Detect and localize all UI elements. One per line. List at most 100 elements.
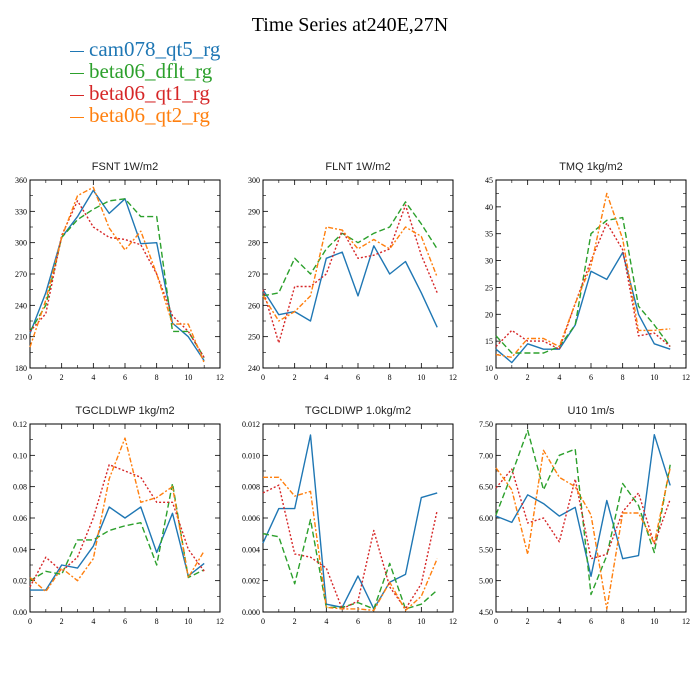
panel-1-title: FSNT 1W/m2	[92, 161, 158, 173]
legend-item-3: beta06_qt1_rg	[70, 82, 330, 104]
legend-item-1: cam078_qt5_rg	[70, 38, 330, 60]
panel-5-xtick-label: 8	[388, 617, 392, 626]
panel-1-xtick-label: 0	[28, 373, 32, 382]
panel-4-series-3	[29, 464, 205, 588]
panel-5-ytick-label: 0.008	[242, 483, 260, 492]
legend-item-4: beta06_qt2_rg	[70, 104, 330, 126]
panel-2-ytick-label: 270	[248, 270, 260, 279]
panel-3-xtick-label: 8	[621, 373, 625, 382]
legend-swatch-3	[70, 94, 84, 96]
panel-5-ytick-label: 0.004	[242, 545, 260, 554]
panel-5-xtick-label: 2	[293, 617, 297, 626]
panel-6-ytick-label: 7.00	[479, 451, 493, 460]
panel-4-ytick-label: 0.12	[13, 420, 27, 429]
panel-1-xtick-label: 4	[91, 373, 95, 382]
panel-3-title: TMQ 1kg/m2	[559, 161, 623, 173]
panel-1-ytick-label: 300	[15, 239, 27, 248]
legend-label-3: beta06_qt1_rg	[89, 81, 210, 105]
panel-2-xtick-label: 8	[388, 373, 392, 382]
panel-6-ytick-label: 5.50	[479, 545, 493, 554]
panel-4-ytick-label: 0.10	[13, 451, 27, 460]
panel-5-ytick-label: 0.002	[242, 577, 260, 586]
panel-3-ytick-label: 35	[485, 230, 493, 239]
panel-4-title: TGCLDLWP 1kg/m2	[75, 405, 174, 417]
panel-1-xtick-label: 8	[155, 373, 159, 382]
legend: cam078_qt5_rg beta06_dflt_rg beta06_qt1_…	[70, 38, 330, 126]
panel-2-series-1	[262, 245, 438, 328]
panel-1-xtick-label: 6	[123, 373, 127, 382]
panel-4-series-4	[29, 437, 205, 593]
panel-4-xtick-label: 0	[28, 617, 32, 626]
panel-5-xtick-label: 4	[324, 617, 328, 626]
panel-3-ytick-label: 15	[485, 337, 493, 346]
panel-2-xtick-label: 12	[449, 373, 457, 382]
panel-3-frame	[495, 179, 687, 369]
panel-4-ytick-label: 0.02	[13, 577, 27, 586]
panel-4-ytick-label: 0.06	[13, 514, 27, 523]
panel-6-title: U10 1m/s	[567, 405, 615, 417]
panel-4-xtick-label: 8	[155, 617, 159, 626]
panel-2-xtick-label: 2	[293, 373, 297, 382]
panel-6-ytick-label: 6.00	[479, 514, 493, 523]
panel-4-series-1	[30, 506, 205, 591]
panel-1-series-3	[29, 200, 205, 358]
panel-4-xtick-label: 10	[184, 617, 192, 626]
panel-1-ytick-label: 330	[15, 207, 27, 216]
panel-2-ytick-label: 250	[248, 333, 260, 342]
panel-2-ytick-label: 280	[248, 239, 260, 248]
panel-6-ytick-label: 6.50	[479, 483, 493, 492]
panel-5-ytick-label: 0.010	[242, 451, 260, 460]
panel-5-xtick-label: 10	[417, 617, 425, 626]
panel-2-ytick-label: 260	[248, 301, 260, 310]
panel-2-title: FLNT 1W/m2	[325, 161, 390, 173]
panel-6-xtick-label: 0	[494, 617, 498, 626]
panel-3-xtick-label: 2	[526, 373, 530, 382]
panel-1-ytick-label: 210	[15, 333, 27, 342]
panel-6-ytick-label: 7.50	[479, 420, 493, 429]
panel-5-xtick-label: 12	[449, 617, 457, 626]
panel-3-xtick-label: 10	[650, 373, 658, 382]
panel-6-xtick-label: 6	[589, 617, 593, 626]
panel-4-xtick-label: 12	[216, 617, 224, 626]
panel-5-ytick-label: 0.012	[242, 420, 260, 429]
panel-1-xtick-label: 10	[184, 373, 192, 382]
panel-1-series-2	[29, 198, 205, 358]
panel-1-ytick-label: 180	[15, 364, 27, 373]
panel-3-ytick-label: 25	[485, 283, 493, 292]
panel-5-xtick-label: 6	[356, 617, 360, 626]
panel-3-series-4	[495, 192, 671, 358]
panel-2-series-4	[262, 226, 438, 322]
panel-2-ytick-label: 300	[248, 176, 260, 185]
panel-6-xtick-label: 10	[650, 617, 658, 626]
legend-item-2: beta06_dflt_rg	[70, 60, 330, 82]
panel-2-xtick-label: 4	[324, 373, 328, 382]
panel-2-frame	[262, 179, 454, 369]
panel-6-ytick-label: 4.50	[479, 608, 493, 617]
panel-2-ytick-label: 240	[248, 364, 260, 373]
panel-5-ytick-label: 0.006	[242, 514, 260, 523]
panel-4-ytick-label: 0.04	[13, 545, 27, 554]
panel-3-xtick-label: 0	[494, 373, 498, 382]
panel-2-series-3	[262, 204, 438, 344]
panel-3-ytick-label: 45	[485, 176, 493, 185]
panel-1-ytick-label: 240	[15, 301, 27, 310]
panel-2-xtick-label: 6	[356, 373, 360, 382]
panel-2-xtick-label: 0	[261, 373, 265, 382]
panel-5-xtick-label: 0	[261, 617, 265, 626]
panel-1-xtick-label: 2	[60, 373, 64, 382]
figure-title: Time Series at240E,27N	[251, 14, 449, 36]
panel-5-frame	[262, 423, 454, 613]
panel-3-xtick-label: 12	[682, 373, 690, 382]
legend-label-1: cam078_qt5_rg	[89, 37, 221, 61]
panel-6-xtick-label: 8	[621, 617, 625, 626]
panel-5-ytick-label: 0.000	[242, 608, 260, 617]
panel-5-series-3	[262, 484, 438, 610]
legend-swatch-2	[70, 72, 84, 74]
panel-3-series-1	[495, 251, 671, 364]
panel-2-series-2	[262, 201, 438, 297]
panel-1-ytick-label: 270	[15, 270, 27, 279]
panel-6-xtick-label: 4	[557, 617, 561, 626]
panel-3-series-2	[495, 216, 671, 354]
